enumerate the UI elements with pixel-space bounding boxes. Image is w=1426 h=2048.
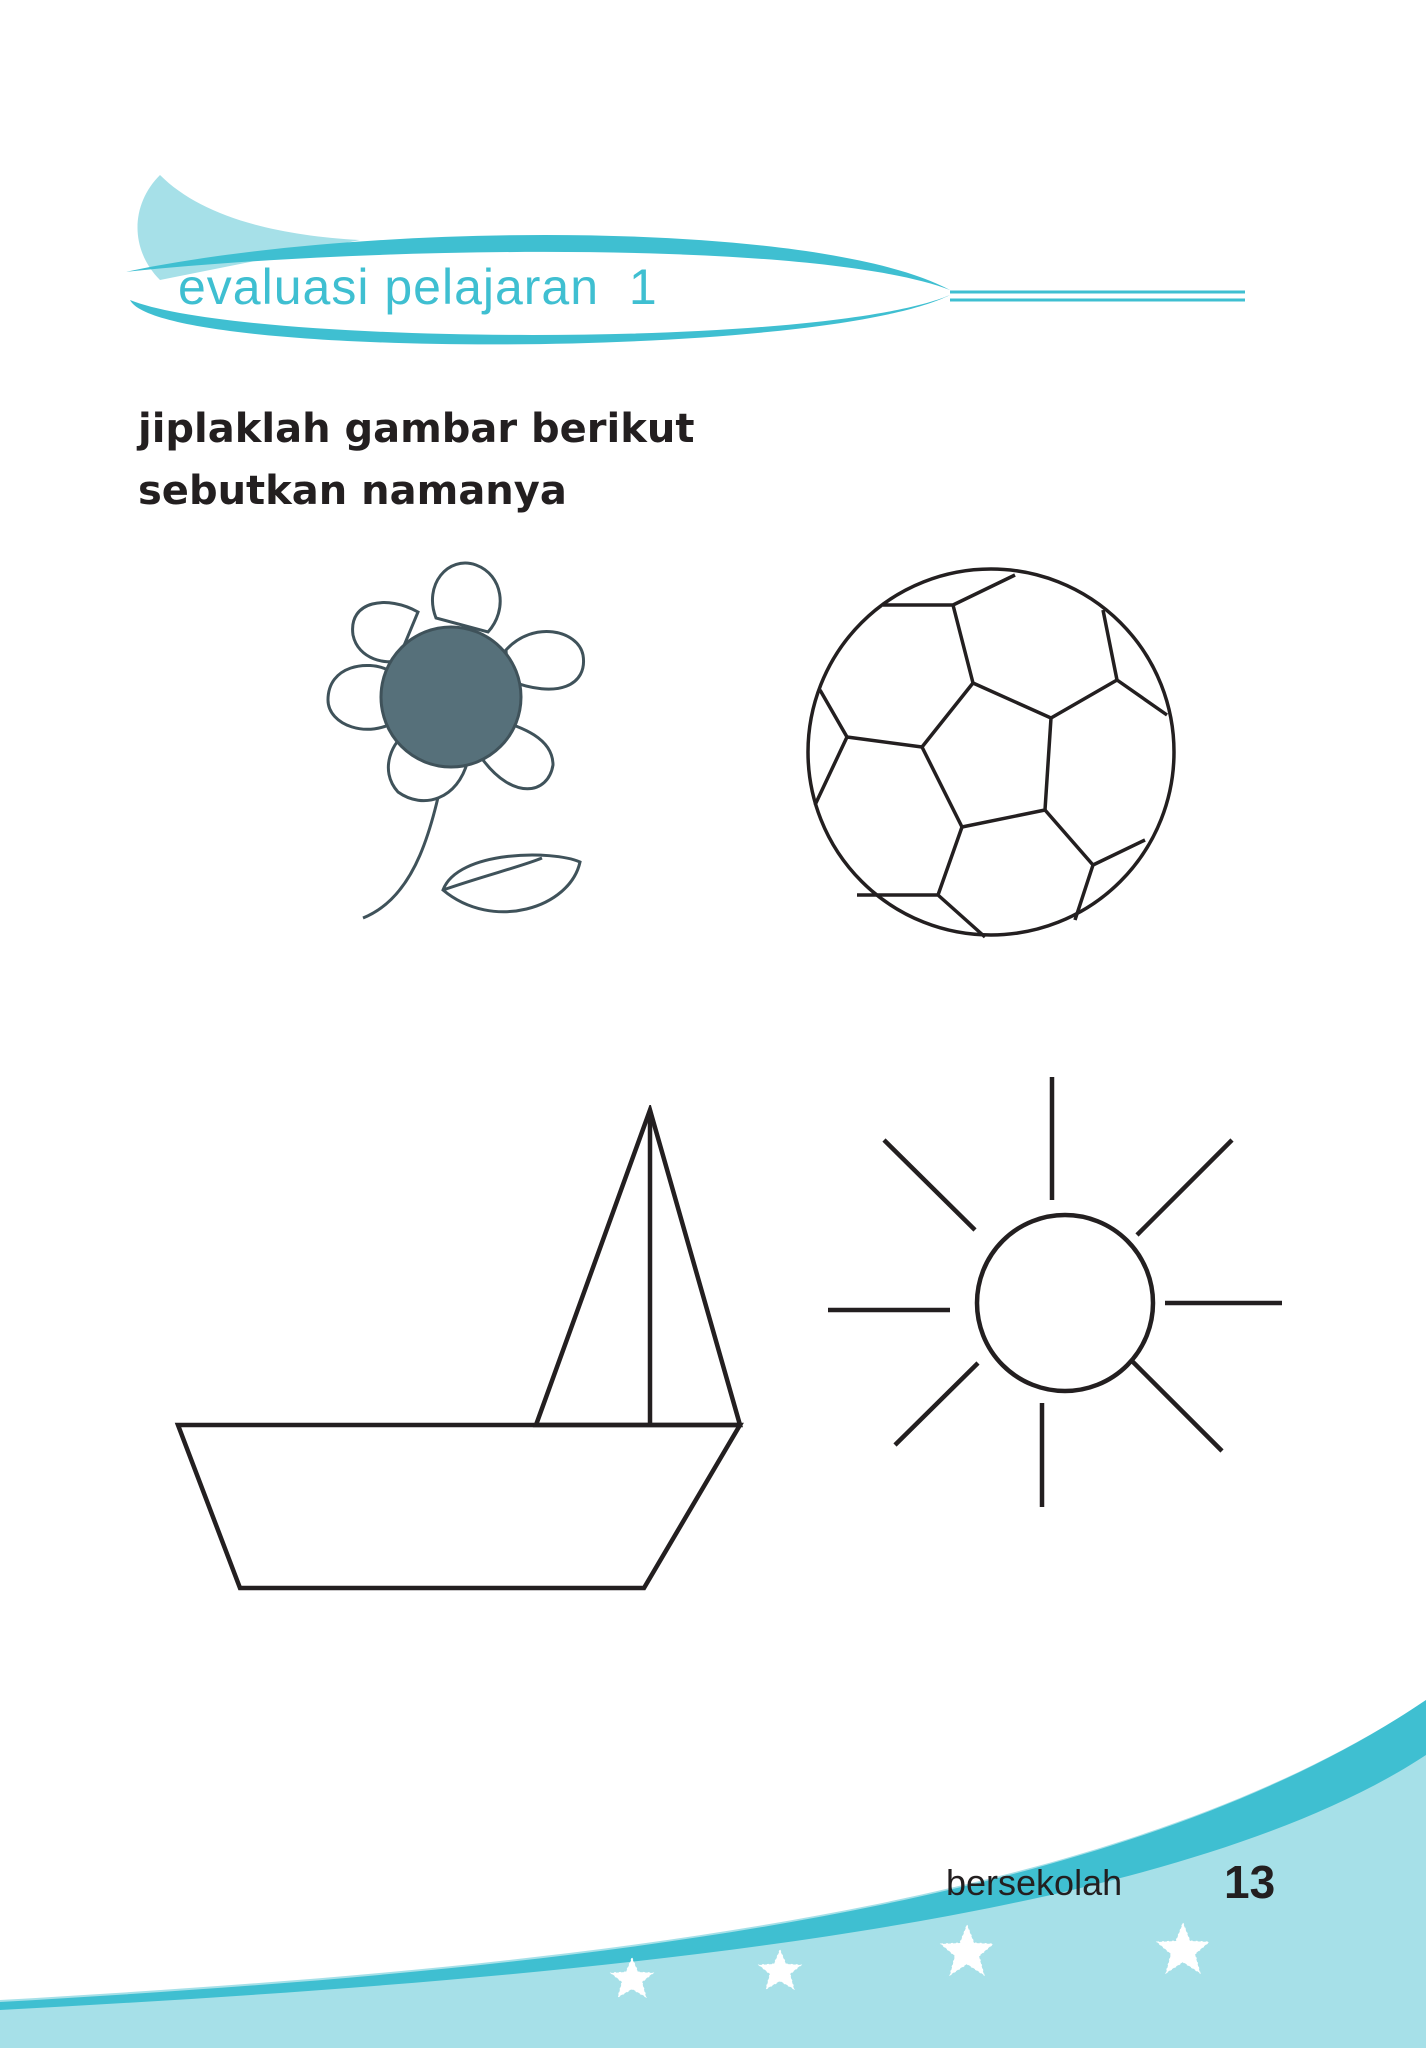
- instruction-line-1: jiplaklah gambar berikut: [138, 406, 695, 452]
- instructions: jiplaklah gambar berikut sebutkan namany…: [138, 398, 694, 522]
- soccer-ball-illustration: [806, 567, 1176, 939]
- flower-illustration: [326, 561, 586, 920]
- instruction-line-2: sebutkan namanya: [138, 468, 567, 514]
- sun-illustration: [828, 1077, 1282, 1507]
- section-title: evaluasi pelajaran 1: [178, 259, 658, 315]
- footer-book-title: bersekolah: [946, 1862, 1123, 1903]
- footer-wave-decoration: [0, 1700, 1426, 2048]
- sailboat-illustration: [174, 1105, 744, 1591]
- page-number: 13: [1224, 1856, 1276, 1908]
- header-swoosh-decoration: [125, 175, 1245, 345]
